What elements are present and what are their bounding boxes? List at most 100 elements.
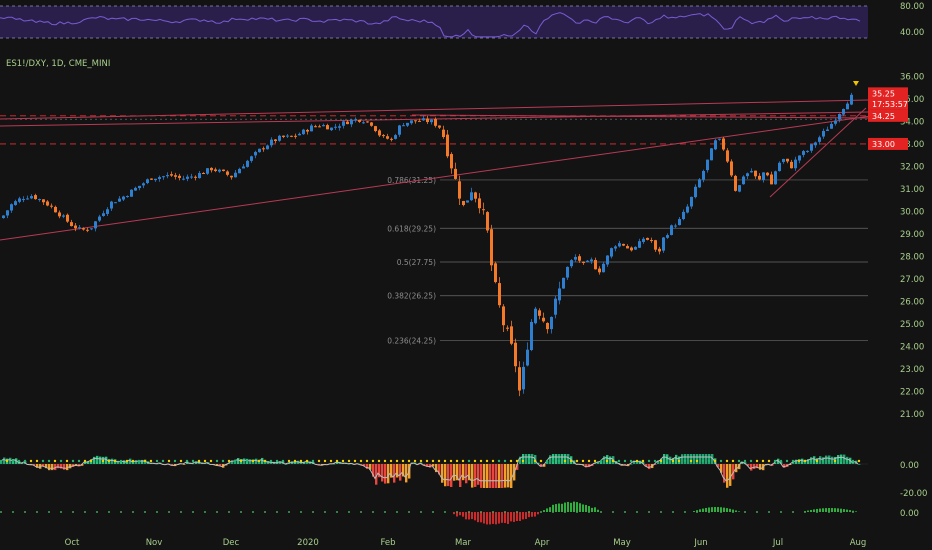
momentum-dot (383, 459, 387, 463)
momentum-bar (831, 456, 834, 464)
momentum-bar (492, 464, 495, 488)
time-axis[interactable]: Oct Nov Dec 2020 Feb Mar Apr May Jun Jul Aug (65, 538, 867, 548)
momentum-dot (449, 459, 453, 463)
oscillator-pane[interactable]: 0.00 (0, 501, 919, 525)
momentum-bar (606, 455, 609, 464)
candle-body (246, 160, 249, 167)
candle-body (290, 135, 293, 137)
candle-body (86, 229, 89, 231)
candle-body (814, 142, 817, 146)
momentum-dot (35, 459, 39, 463)
momentum-dot (11, 459, 15, 463)
oscillator-dot (684, 511, 686, 513)
momentum-bar (705, 454, 708, 464)
oscillator-bar (723, 507, 725, 512)
candle-body (502, 306, 505, 326)
momentum-dot (425, 459, 429, 463)
momentum-dot (407, 459, 411, 463)
candle-body (646, 237, 649, 240)
momentum-dot (641, 459, 645, 463)
momentum-tick-label: 0.00 (900, 461, 919, 471)
momentum-bar (654, 464, 657, 465)
oscillator-dot (744, 511, 746, 513)
momentum-bar (819, 456, 822, 464)
momentum-bar (438, 464, 441, 475)
momentum-dot (215, 459, 219, 463)
candle-body (834, 120, 837, 124)
momentum-bar (99, 456, 102, 464)
momentum-dot (77, 459, 81, 463)
oscillator-bar (702, 508, 704, 512)
momentum-bar (387, 464, 390, 484)
momentum-dot (275, 459, 279, 463)
candle-body (334, 126, 337, 128)
momentum-pane[interactable]: 0.00 -20.00 (0, 454, 927, 499)
momentum-bar (630, 463, 633, 465)
price-tick-label: 25.00 (900, 320, 924, 330)
rsi-pane[interactable]: 80.00 40.00 (0, 2, 924, 39)
oscillator-bar (477, 512, 479, 523)
price-pane[interactable]: ES1!/DXY, 1D, CME_MINI 0.786(31.25) 0.618… (0, 59, 924, 420)
candle-body (578, 256, 581, 261)
oscillator-bar (552, 504, 554, 512)
candle-body (510, 326, 513, 344)
oscillator-dots (0, 511, 854, 513)
momentum-bar (93, 456, 96, 464)
price-axis[interactable]: 36.00 35.00 34.00 33.00 32.00 31.00 30.00 29.00… (900, 73, 924, 420)
oscillator-dot (696, 511, 698, 513)
candle-body (674, 225, 677, 227)
momentum-dot (545, 459, 549, 463)
candle-body (586, 260, 589, 263)
candle-body (554, 298, 557, 315)
momentum-bar (132, 460, 135, 464)
candle-body (610, 248, 613, 257)
candle-body (558, 288, 561, 301)
momentum-dot (419, 459, 423, 463)
momentum-dot (41, 459, 45, 463)
momentum-bar (219, 464, 222, 467)
candle-body (306, 129, 309, 132)
momentum-bar (669, 456, 672, 464)
candle-body (410, 120, 413, 124)
momentum-bar (477, 464, 480, 485)
oscillator-bar (810, 509, 812, 512)
price-tag-box (868, 109, 908, 122)
momentum-dot (173, 459, 177, 463)
momentum-bar (501, 464, 504, 488)
oscillator-bar (453, 512, 455, 515)
candle-body (522, 366, 525, 390)
momentum-bar (450, 464, 453, 487)
momentum-dot (533, 459, 537, 463)
oscillator-dot (204, 511, 206, 513)
candle-body (722, 138, 725, 150)
candle-body (6, 210, 9, 216)
oscillator-bar (555, 504, 557, 512)
candle-body (666, 235, 669, 238)
momentum-bar (63, 464, 66, 470)
momentum-bar (699, 454, 702, 464)
candle-body (414, 120, 417, 122)
candle-body (218, 169, 221, 172)
oscillator-dot (276, 511, 278, 513)
momentum-dots (0, 459, 861, 463)
momentum-dot (233, 459, 237, 463)
candle-body (694, 186, 697, 198)
price-tick-label: 34.00 (900, 118, 924, 128)
candle-body (326, 125, 329, 130)
trendline (0, 111, 869, 127)
momentum-bar (783, 464, 786, 468)
momentum-bar (183, 464, 186, 465)
candle-body (474, 192, 477, 199)
momentum-bar (60, 464, 63, 469)
oscillator-dot (816, 511, 818, 513)
momentum-bar (564, 454, 567, 464)
momentum-dot (437, 459, 441, 463)
oscillator-bar (483, 512, 485, 524)
momentum-dot (629, 459, 633, 463)
momentum-dot (317, 459, 321, 463)
trendline (411, 114, 869, 119)
candle-body (658, 248, 661, 252)
candle-body (114, 202, 117, 204)
